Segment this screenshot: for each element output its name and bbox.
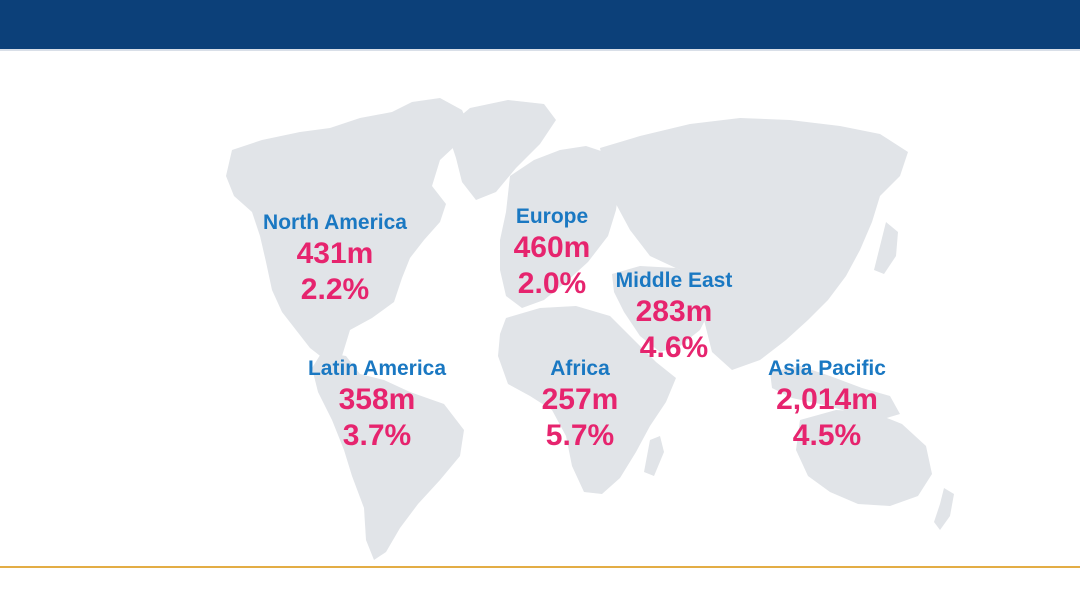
madagascar-landmass [644, 436, 664, 476]
region-population: 2,014m [776, 383, 878, 416]
japan-landmass [874, 222, 898, 274]
region-north-america: North America 431m 2.2% [225, 210, 445, 308]
footer-divider [0, 566, 1080, 568]
africa-landmass [498, 306, 676, 494]
region-growth: 3.7% [342, 419, 412, 452]
region-name: North America [263, 211, 407, 234]
header-bar-edge [0, 49, 1080, 51]
middle-east-landmass [612, 266, 712, 352]
region-europe: Europe 460m 2.0% [442, 204, 662, 302]
australia-landmass [796, 410, 932, 506]
asia-landmass [600, 118, 908, 370]
new-zealand-landmass [934, 488, 954, 530]
region-latin-america: Latin America 358m 3.7% [267, 356, 487, 454]
southeast-asia-islands [770, 366, 900, 420]
region-middle-east: Middle East 283m 4.6% [564, 268, 784, 366]
region-population: 431m [296, 237, 374, 270]
region-population: 358m [338, 383, 416, 416]
region-growth: 5.7% [545, 419, 615, 452]
greenland-landmass [446, 100, 556, 200]
europe-landmass [500, 146, 620, 308]
region-name: Asia Pacific [768, 357, 886, 380]
region-growth: 2.0% [517, 267, 587, 300]
region-name: Middle East [615, 269, 733, 292]
region-population: 283m [635, 295, 713, 328]
region-population: 257m [541, 383, 619, 416]
region-growth: 4.5% [792, 419, 862, 452]
region-name: Europe [515, 205, 589, 228]
north-america-landmass [226, 98, 470, 362]
region-name: Latin America [307, 357, 447, 380]
region-name: Africa [550, 357, 610, 380]
header-bar [0, 0, 1080, 49]
latin-america-landmass [312, 352, 464, 560]
region-africa: Africa 257m 5.7% [470, 356, 690, 454]
region-growth: 2.2% [300, 273, 370, 306]
region-growth: 4.6% [639, 331, 709, 364]
region-asia-pacific: Asia Pacific 2,014m 4.5% [717, 356, 937, 454]
region-population: 460m [513, 231, 591, 264]
